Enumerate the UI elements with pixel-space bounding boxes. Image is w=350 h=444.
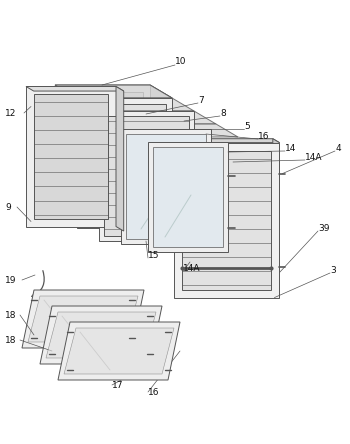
Text: 5: 5 <box>244 122 250 131</box>
Text: 39: 39 <box>318 223 329 233</box>
Polygon shape <box>99 111 194 241</box>
Text: 19: 19 <box>5 275 16 285</box>
Text: 16: 16 <box>258 131 270 140</box>
Text: 16: 16 <box>148 388 160 396</box>
Polygon shape <box>135 124 142 132</box>
Polygon shape <box>55 85 172 98</box>
Polygon shape <box>40 306 162 364</box>
Text: 14A: 14A <box>305 152 322 162</box>
Polygon shape <box>28 296 138 342</box>
Polygon shape <box>46 312 156 358</box>
Text: 14A: 14A <box>183 263 201 273</box>
Polygon shape <box>116 87 124 231</box>
Text: 8: 8 <box>220 108 226 118</box>
Polygon shape <box>22 290 144 348</box>
Polygon shape <box>135 167 142 175</box>
Text: 12: 12 <box>5 108 16 118</box>
Text: 18: 18 <box>5 336 16 345</box>
Polygon shape <box>34 95 108 218</box>
Polygon shape <box>77 98 172 228</box>
Text: 10: 10 <box>175 58 187 67</box>
Polygon shape <box>182 151 271 289</box>
Text: 15: 15 <box>148 250 160 259</box>
Polygon shape <box>121 124 238 137</box>
Polygon shape <box>55 85 172 98</box>
Polygon shape <box>99 111 216 124</box>
Text: 18: 18 <box>5 310 16 320</box>
Text: 14: 14 <box>285 143 296 152</box>
Polygon shape <box>58 322 180 380</box>
Polygon shape <box>126 134 206 239</box>
Polygon shape <box>55 85 150 215</box>
Polygon shape <box>77 98 194 111</box>
Polygon shape <box>104 116 189 236</box>
Text: 3: 3 <box>330 266 336 274</box>
Polygon shape <box>273 139 279 297</box>
Polygon shape <box>121 129 211 244</box>
Polygon shape <box>153 147 223 247</box>
Polygon shape <box>148 142 228 252</box>
Text: 9: 9 <box>5 202 11 211</box>
Polygon shape <box>168 139 279 143</box>
Text: 17: 17 <box>112 381 124 389</box>
Text: 7: 7 <box>198 95 204 104</box>
Polygon shape <box>64 328 174 374</box>
Polygon shape <box>83 104 166 222</box>
Polygon shape <box>150 85 172 228</box>
Polygon shape <box>174 143 279 297</box>
Polygon shape <box>62 92 143 208</box>
Polygon shape <box>26 87 124 91</box>
Polygon shape <box>26 87 116 226</box>
Text: 4: 4 <box>336 143 342 152</box>
